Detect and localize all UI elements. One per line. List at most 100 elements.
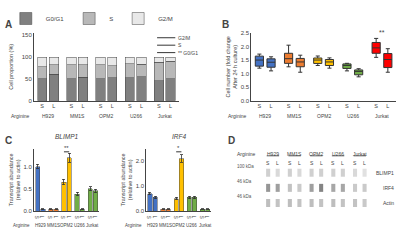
svg-text:1.0: 1.0	[23, 164, 32, 170]
svg-text:S: S	[186, 216, 192, 220]
svg-text:L: L	[299, 103, 302, 109]
svg-text:S: S	[128, 103, 132, 109]
svg-text:L: L	[328, 103, 331, 109]
svg-text:L: L	[204, 216, 210, 219]
svg-text:C: C	[5, 135, 12, 146]
svg-text:IRF4: IRF4	[172, 133, 186, 140]
svg-text:S: S	[34, 216, 40, 220]
svg-text:L: L	[140, 103, 143, 109]
svg-text:A: A	[5, 19, 12, 30]
svg-text:U266: U266	[186, 223, 197, 228]
svg-text:L: L	[79, 216, 85, 219]
svg-text:** G0/G1: ** G0/G1	[178, 50, 198, 56]
svg-text:S: S	[331, 160, 335, 166]
svg-text:S: S	[374, 103, 378, 109]
svg-text:Jurkat: Jurkat	[199, 223, 212, 228]
svg-text:*: *	[177, 145, 180, 151]
svg-text:L: L	[152, 216, 158, 219]
svg-text:L: L	[298, 160, 301, 166]
svg-text:S: S	[60, 216, 66, 220]
svg-text:S: S	[353, 160, 357, 166]
svg-text:OPM2: OPM2	[60, 223, 73, 228]
svg-text:L: L	[82, 103, 85, 109]
svg-text:L: L	[363, 160, 366, 166]
svg-text:H929: H929	[259, 113, 271, 119]
svg-text:OPM2: OPM2	[172, 223, 185, 228]
svg-text:L: L	[191, 216, 197, 219]
svg-text:S: S	[310, 160, 314, 166]
svg-text:Jurkat: Jurkat	[353, 151, 367, 157]
svg-text:MM1S: MM1S	[70, 113, 85, 119]
svg-text:100 kDa: 100 kDa	[237, 164, 254, 169]
svg-text:MM1S: MM1S	[47, 223, 60, 228]
svg-text:S: S	[99, 103, 103, 109]
svg-text:BLIMP1: BLIMP1	[55, 133, 79, 140]
svg-text:Transcript abundance(relative: Transcript abundance(relative to actin)	[8, 153, 21, 206]
svg-text:L: L	[276, 160, 279, 166]
svg-text:L: L	[111, 103, 114, 109]
svg-text:L: L	[52, 103, 55, 109]
svg-text:L: L	[53, 216, 59, 219]
svg-text:L: L	[66, 216, 72, 219]
svg-text:0.5: 0.5	[23, 186, 32, 192]
svg-text:Cell number (fold changeAfter: Cell number (fold changeAfter 24 h cultu…	[225, 36, 238, 97]
svg-text:S: S	[178, 42, 182, 48]
svg-text:L: L	[270, 103, 273, 109]
svg-text:MM1S: MM1S	[287, 151, 302, 157]
svg-text:G2/M: G2/M	[158, 16, 173, 22]
svg-text:H929: H929	[267, 151, 279, 157]
svg-text:S: S	[87, 216, 93, 220]
svg-text:MM1S: MM1S	[159, 223, 172, 228]
svg-text:S: S	[173, 216, 179, 220]
svg-text:L: L	[357, 103, 360, 109]
svg-text:Arginine: Arginine	[237, 151, 256, 157]
svg-text:H929: H929	[147, 223, 158, 228]
svg-text:Actin: Actin	[383, 200, 394, 206]
svg-text:BLIMP1: BLIMP1	[376, 170, 394, 176]
svg-text:Arginine: Arginine	[11, 113, 30, 119]
svg-text:L: L	[320, 160, 323, 166]
svg-text:U266: U266	[130, 113, 142, 119]
svg-text:100: 100	[22, 54, 33, 60]
svg-text:U266: U266	[74, 223, 85, 228]
svg-text:L: L	[341, 160, 344, 166]
svg-text:Arginine: Arginine	[228, 113, 247, 119]
svg-text:OPM2: OPM2	[99, 113, 113, 119]
svg-text:H929: H929	[35, 223, 46, 228]
svg-text:Arginine: Arginine	[13, 223, 30, 228]
svg-text:0.5: 0.5	[241, 84, 250, 90]
svg-text:MM1S: MM1S	[287, 113, 302, 119]
svg-text:2.5: 2.5	[241, 30, 250, 36]
svg-text:150: 150	[22, 32, 33, 38]
svg-text:S: S	[160, 216, 166, 220]
svg-text:1.0: 1.0	[241, 71, 250, 77]
svg-text:L: L	[386, 103, 389, 109]
svg-text:B: B	[222, 19, 229, 30]
svg-text:G2/M: G2/M	[178, 35, 190, 41]
svg-text:OPM2: OPM2	[317, 113, 331, 119]
svg-text:S: S	[266, 160, 270, 166]
svg-text:S: S	[316, 103, 320, 109]
svg-text:46 kDa: 46 kDa	[237, 194, 252, 199]
svg-text:S: S	[40, 103, 44, 109]
svg-text:L: L	[169, 103, 172, 109]
svg-text:0: 0	[28, 98, 32, 104]
svg-text:Arginine: Arginine	[125, 223, 142, 228]
svg-text:Cell proportion (%): Cell proportion (%)	[8, 44, 14, 90]
svg-text:S: S	[157, 103, 161, 109]
svg-text:D: D	[228, 135, 235, 146]
svg-text:L: L	[165, 216, 171, 219]
svg-text:50: 50	[25, 76, 32, 82]
svg-text:S: S	[47, 216, 53, 220]
svg-text:U266: U266	[332, 151, 344, 157]
svg-text:2.0: 2.0	[241, 44, 250, 50]
svg-text:Jurkat: Jurkat	[375, 113, 389, 119]
svg-text:1.0: 1.0	[136, 183, 145, 189]
svg-text:L: L	[39, 216, 45, 219]
svg-text:L: L	[92, 216, 98, 219]
svg-text:G0/G1: G0/G1	[46, 16, 64, 22]
svg-text:1.5: 1.5	[241, 57, 250, 63]
svg-text:OPM2: OPM2	[309, 151, 323, 157]
svg-text:S: S	[146, 216, 152, 220]
svg-text:2.0: 2.0	[136, 158, 145, 164]
